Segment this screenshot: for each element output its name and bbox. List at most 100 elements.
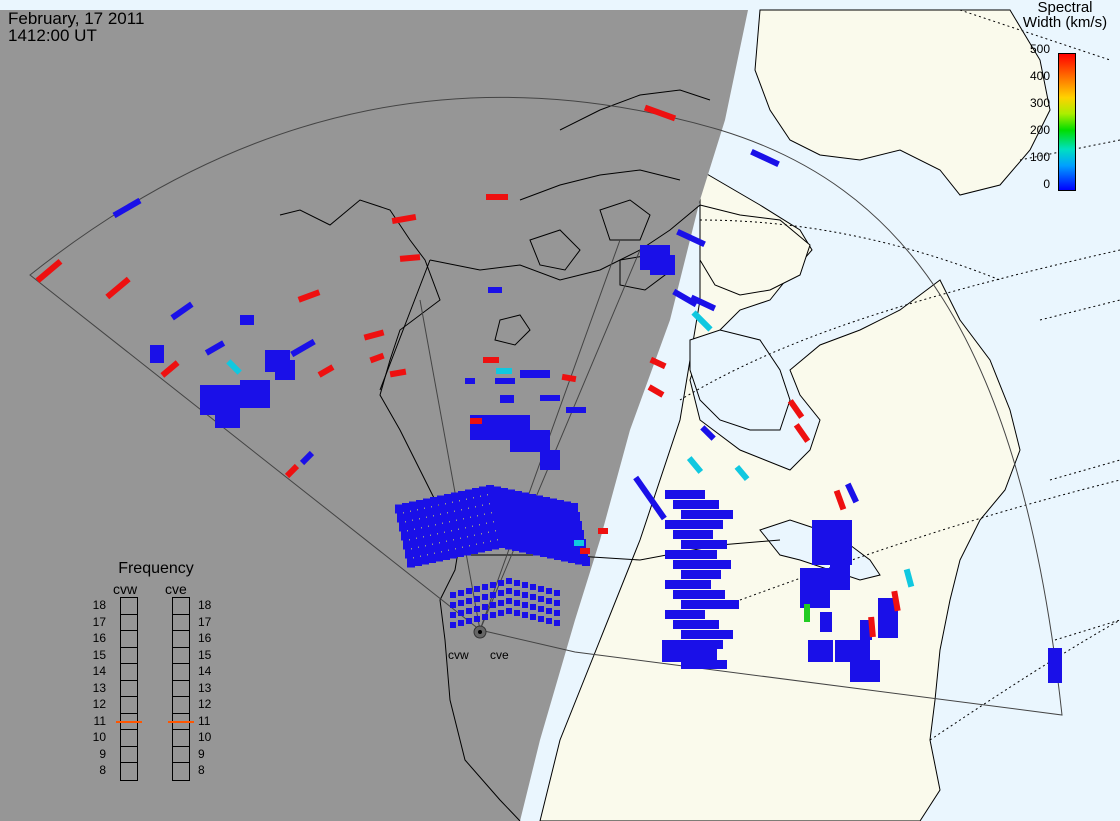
- backscatter-cell: [572, 512, 580, 521]
- backscatter-cell: [452, 530, 460, 539]
- backscatter-cell: [689, 294, 717, 312]
- backscatter-cell: [565, 510, 573, 520]
- backscatter-cell: [531, 537, 539, 547]
- backscatter-cell: [486, 194, 508, 200]
- backscatter-cell: [464, 518, 472, 527]
- backscatter-cell: [471, 516, 479, 526]
- backscatter-cell: [426, 545, 434, 554]
- backscatter-cell: [538, 616, 544, 622]
- backscatter-cell: [466, 598, 472, 604]
- backscatter-cell: [800, 568, 830, 608]
- frequency-scale-divider: [120, 696, 137, 697]
- backscatter-cell: [553, 516, 561, 526]
- backscatter-cell: [470, 418, 482, 424]
- backscatter-cell: [903, 568, 915, 588]
- backscatter-cell: [551, 507, 559, 517]
- backscatter-cell: [490, 612, 496, 618]
- backscatter-cell: [500, 395, 514, 403]
- backscatter-cell: [554, 610, 560, 616]
- frequency-level-label: 15: [92, 647, 106, 662]
- backscatter-cell: [700, 425, 716, 441]
- backscatter-cell: [568, 554, 576, 563]
- backscatter-cell: [550, 533, 558, 542]
- colorbar-tick: 300: [1029, 96, 1050, 110]
- backscatter-cell: [449, 549, 457, 559]
- backscatter-cell: [447, 540, 455, 550]
- nightside-coastline-alaska: [279, 199, 521, 821]
- backscatter-cell: [519, 543, 527, 553]
- backscatter-cell: [290, 338, 316, 358]
- backscatter-cell: [808, 640, 833, 662]
- backscatter-cell: [391, 213, 417, 225]
- backscatter-cell: [672, 288, 698, 308]
- backscatter-cell: [506, 578, 512, 584]
- date-label: February, 17 2011: [8, 9, 145, 28]
- backscatter-cell: [518, 509, 526, 518]
- colorbar-tick: 200: [1029, 123, 1050, 137]
- frequency-level-label: 13: [198, 680, 212, 695]
- backscatter-cell: [547, 549, 555, 559]
- backscatter-cell: [522, 582, 528, 588]
- backscatter-cell: [539, 513, 547, 523]
- backscatter-cell: [450, 622, 456, 628]
- backscatter-cell: [835, 640, 870, 662]
- backscatter-cell: [437, 495, 445, 505]
- backscatter-cell: [546, 588, 552, 594]
- backscatter-cell: [833, 489, 847, 511]
- frequency-scale-divider: [172, 729, 189, 730]
- backscatter-cell: [480, 524, 488, 533]
- backscatter-cell: [681, 570, 721, 579]
- backscatter-cell: [430, 497, 438, 506]
- frequency-level-label: 12: [92, 697, 106, 711]
- frequency-level-label: 16: [198, 631, 212, 645]
- backscatter-cell: [523, 501, 531, 511]
- backscatter-cell: [490, 582, 496, 588]
- backscatter-cell: [456, 548, 464, 557]
- backscatter-cell: [473, 525, 481, 535]
- backscatter-cell: [424, 536, 432, 545]
- backscatter-cell: [514, 580, 520, 586]
- backscatter-cell: [105, 276, 131, 300]
- backscatter-cell: [561, 373, 577, 383]
- backscatter-cell: [575, 555, 583, 565]
- backscatter-cell: [484, 542, 492, 551]
- backscatter-cell: [525, 510, 533, 520]
- backscatter-cell: [483, 504, 491, 514]
- frequency-title: Frequency: [118, 560, 194, 577]
- backscatter-cell: [673, 500, 719, 509]
- backscatter-cell: [580, 548, 590, 554]
- backscatter-cell: [474, 586, 480, 592]
- backscatter-cell: [472, 488, 480, 497]
- border-alaska-canada: [379, 259, 431, 391]
- backscatter-cell: [425, 507, 433, 517]
- frequency-scale-divider: [172, 663, 189, 664]
- backscatter-cell: [240, 315, 254, 325]
- backscatter-cell: [506, 598, 512, 604]
- colorbar-gradient: [1058, 53, 1076, 191]
- backscatter-cell: [538, 586, 544, 592]
- backscatter-cell: [537, 504, 545, 514]
- backscatter-cell: [522, 592, 528, 598]
- backscatter-cell: [399, 522, 407, 532]
- frequency-scale-divider: [172, 613, 189, 615]
- backscatter-cell: [466, 527, 474, 536]
- backscatter-cell: [414, 557, 422, 566]
- backscatter-cell: [299, 450, 315, 466]
- backscatter-cell: [444, 494, 452, 503]
- frequency-level-label: 10: [198, 730, 212, 744]
- backscatter-cell: [427, 516, 435, 526]
- backscatter-cell: [516, 500, 524, 509]
- backscatter-cell: [418, 509, 426, 518]
- backscatter-cell: [514, 590, 520, 596]
- backscatter-cell: [676, 228, 706, 248]
- backscatter-cell: [150, 345, 164, 363]
- backscatter-cell: [503, 531, 511, 541]
- backscatter-cell: [542, 497, 550, 506]
- backscatter-cell: [450, 602, 456, 608]
- frequency-level-label: 12: [198, 697, 212, 711]
- backscatter-cell: [527, 519, 535, 529]
- backscatter-cell: [574, 540, 584, 546]
- backscatter-cell: [454, 539, 462, 548]
- backscatter-cell: [514, 600, 520, 606]
- backscatter-cell: [440, 542, 448, 551]
